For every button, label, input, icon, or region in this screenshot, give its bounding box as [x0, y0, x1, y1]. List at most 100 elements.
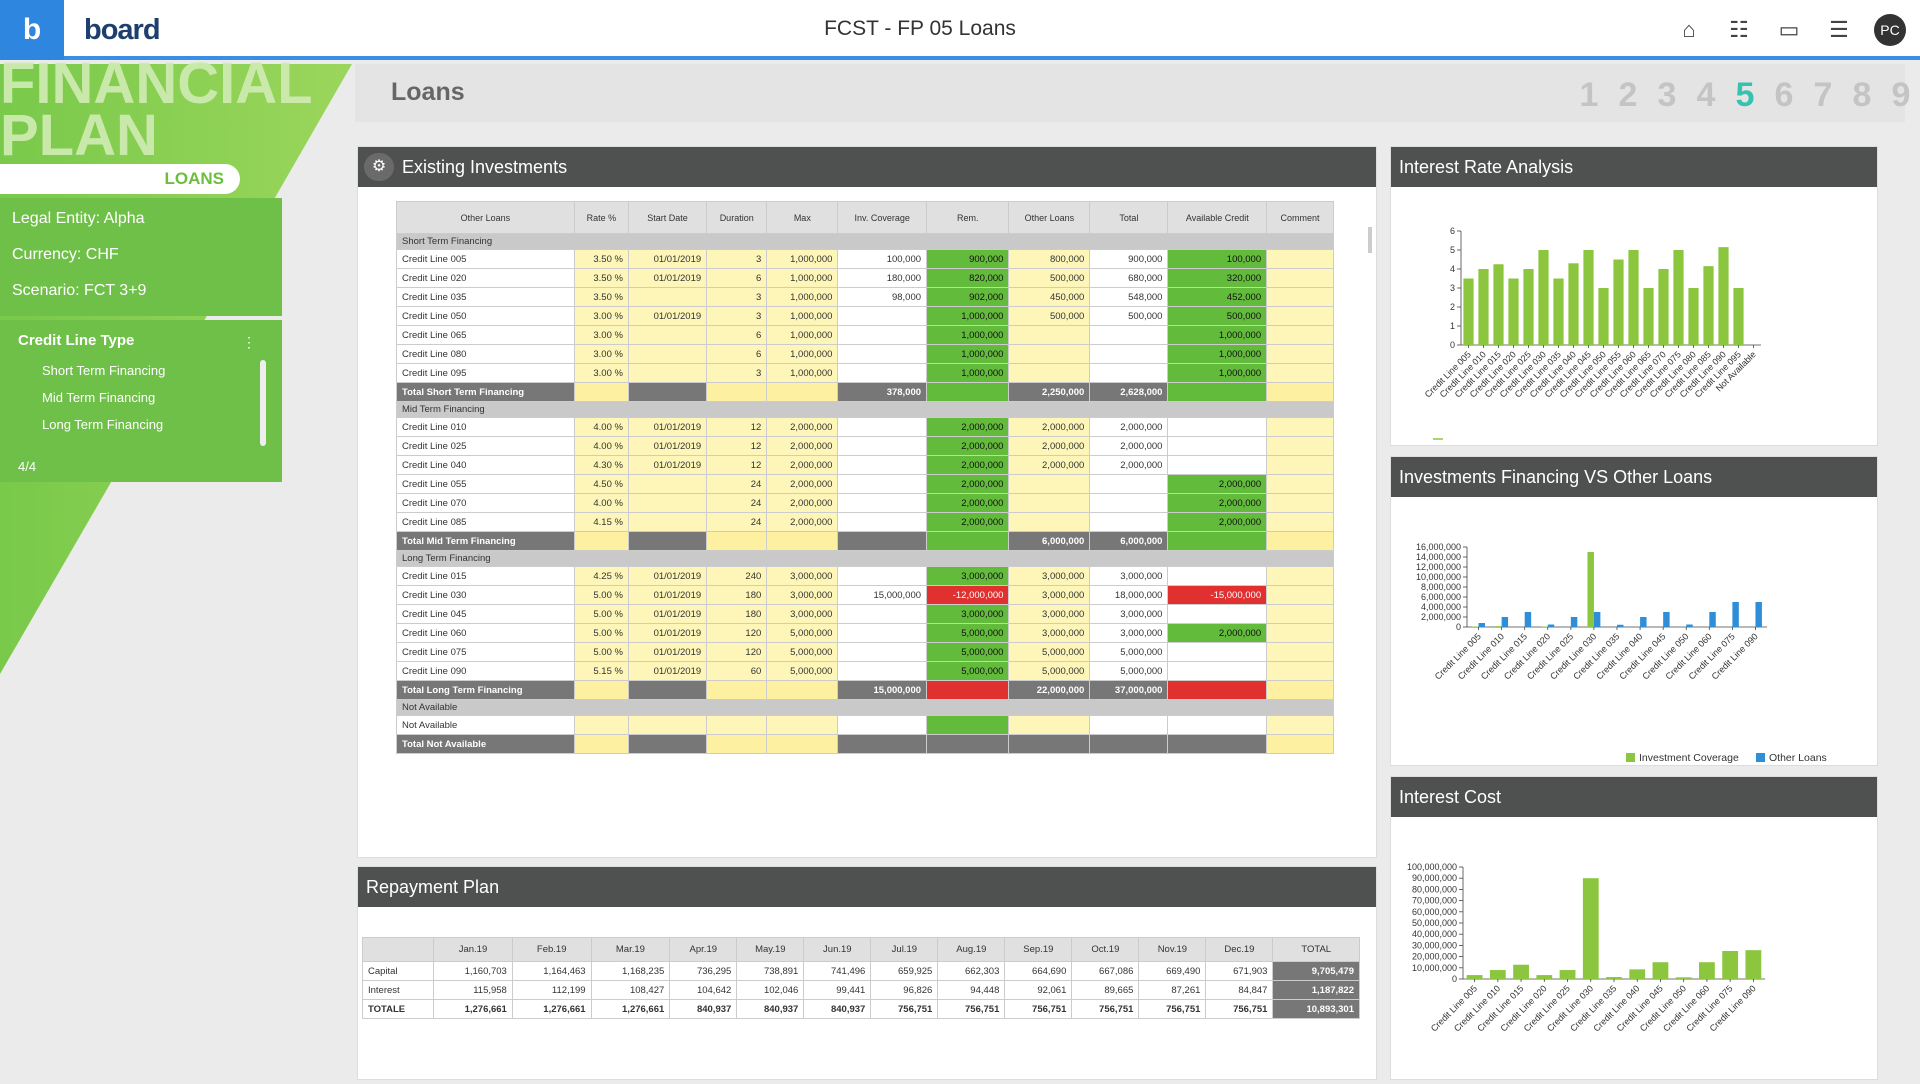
table-cell[interactable]: [838, 567, 927, 586]
column-header[interactable]: Comment: [1267, 202, 1334, 234]
column-header[interactable]: Available Credit: [1168, 202, 1267, 234]
table-cell[interactable]: [574, 716, 628, 735]
column-header[interactable]: Oct.19: [1072, 938, 1139, 962]
bar[interactable]: [1733, 288, 1743, 345]
table-cell[interactable]: 5.00 %: [574, 586, 628, 605]
table-cell[interactable]: 60: [707, 662, 767, 681]
column-header[interactable]: Sep.19: [1005, 938, 1072, 962]
table-cell[interactable]: [707, 716, 767, 735]
bar[interactable]: [1663, 612, 1669, 627]
table-cell[interactable]: 2,000,000: [1090, 437, 1168, 456]
bar[interactable]: [1732, 602, 1738, 627]
column-header[interactable]: Jan.19: [434, 938, 513, 962]
column-header[interactable]: Jul.19: [871, 938, 938, 962]
bar[interactable]: [1508, 279, 1518, 346]
credit-type-item[interactable]: Mid Term Financing: [18, 384, 264, 411]
comment-cell[interactable]: [1267, 567, 1334, 586]
section-label[interactable]: Long Term Financing: [397, 551, 1334, 567]
bar[interactable]: [1513, 965, 1529, 979]
table-cell[interactable]: 2,000,000: [1168, 624, 1267, 643]
table-cell[interactable]: 2,000,000: [767, 418, 838, 437]
table-cell[interactable]: 01/01/2019: [628, 605, 706, 624]
bar[interactable]: [1571, 617, 1577, 627]
bar[interactable]: [1699, 962, 1715, 979]
bar[interactable]: [1718, 247, 1728, 345]
settings-icon[interactable]: ⚙: [364, 153, 394, 181]
table-cell[interactable]: -12,000,000: [927, 586, 1009, 605]
table-cell[interactable]: 500,000: [1090, 307, 1168, 326]
table-cell[interactable]: 500,000: [1009, 269, 1090, 288]
table-cell[interactable]: 15,000,000: [838, 586, 927, 605]
page-number[interactable]: 5: [1733, 76, 1757, 115]
menu-icon[interactable]: ☰: [1824, 15, 1854, 45]
table-cell[interactable]: [1168, 643, 1267, 662]
table-cell[interactable]: 450,000: [1009, 288, 1090, 307]
table-cell[interactable]: 4.00 %: [574, 437, 628, 456]
bar[interactable]: [1478, 269, 1488, 345]
table-cell[interactable]: [838, 345, 927, 364]
column-header[interactable]: Jun.19: [804, 938, 871, 962]
table-cell[interactable]: [838, 326, 927, 345]
table-cell[interactable]: 5.00 %: [574, 624, 628, 643]
comment-cell[interactable]: [1267, 735, 1334, 754]
table-cell[interactable]: 820,000: [927, 269, 1009, 288]
table-cell[interactable]: 4.15 %: [574, 513, 628, 532]
table-cell[interactable]: [1009, 475, 1090, 494]
bar[interactable]: [1502, 617, 1508, 627]
table-cell[interactable]: 120: [707, 643, 767, 662]
table-cell[interactable]: [1090, 494, 1168, 513]
table-cell[interactable]: 1,000,000: [1168, 364, 1267, 383]
column-header[interactable]: Duration: [707, 202, 767, 234]
table-cell[interactable]: [838, 418, 927, 437]
column-header[interactable]: Mar.19: [591, 938, 670, 962]
bar[interactable]: [1553, 279, 1563, 346]
table-cell[interactable]: 6: [707, 269, 767, 288]
section-row[interactable]: Not Available: [397, 700, 1334, 716]
table-cell[interactable]: 12: [707, 456, 767, 475]
table-cell[interactable]: 548,000: [1090, 288, 1168, 307]
table-cell[interactable]: [838, 624, 927, 643]
table-cell[interactable]: 5.00 %: [574, 605, 628, 624]
table-cell[interactable]: 4.00 %: [574, 418, 628, 437]
table-cell[interactable]: [1168, 605, 1267, 624]
comment-cell[interactable]: [1267, 586, 1334, 605]
bar[interactable]: [1467, 975, 1483, 979]
table-cell[interactable]: [1009, 716, 1090, 735]
bar[interactable]: [1560, 970, 1576, 979]
table-cell[interactable]: [1090, 364, 1168, 383]
comment-cell[interactable]: [1267, 624, 1334, 643]
table-cell[interactable]: 2,000,000: [1168, 494, 1267, 513]
table-cell[interactable]: [838, 437, 927, 456]
table-cell[interactable]: [1168, 716, 1267, 735]
column-header[interactable]: Other Loans: [1009, 202, 1090, 234]
table-cell[interactable]: 1,000,000: [767, 250, 838, 269]
column-header[interactable]: Aug.19: [938, 938, 1005, 962]
table-cell[interactable]: [838, 716, 927, 735]
comment-cell[interactable]: [1267, 418, 1334, 437]
table-cell[interactable]: 4.25 %: [574, 567, 628, 586]
table-cell[interactable]: 5,000,000: [1090, 662, 1168, 681]
column-header[interactable]: Apr.19: [670, 938, 737, 962]
table-cell[interactable]: 5,000,000: [767, 624, 838, 643]
column-header[interactable]: Feb.19: [512, 938, 591, 962]
table-cell[interactable]: 180: [707, 605, 767, 624]
table-cell[interactable]: 100,000: [1168, 250, 1267, 269]
table-cell[interactable]: 3: [707, 307, 767, 326]
bar[interactable]: [1587, 552, 1593, 627]
table-cell[interactable]: 3.00 %: [574, 307, 628, 326]
column-header[interactable]: TOTAL: [1273, 938, 1360, 962]
table-cell[interactable]: 3.00 %: [574, 345, 628, 364]
table-cell[interactable]: [1168, 567, 1267, 586]
bar[interactable]: [1548, 625, 1554, 628]
scrollbar[interactable]: [260, 360, 266, 446]
table-cell[interactable]: [1168, 456, 1267, 475]
bar[interactable]: [1538, 250, 1548, 345]
table-cell[interactable]: 120: [707, 624, 767, 643]
legal-entity[interactable]: Legal Entity: Alpha: [12, 210, 270, 246]
bar[interactable]: [1688, 288, 1698, 345]
table-cell[interactable]: 2,000,000: [1168, 475, 1267, 494]
table-cell[interactable]: [1090, 716, 1168, 735]
table-cell[interactable]: [628, 716, 706, 735]
bar[interactable]: [1495, 626, 1501, 627]
table-cell[interactable]: 3,000,000: [1009, 624, 1090, 643]
